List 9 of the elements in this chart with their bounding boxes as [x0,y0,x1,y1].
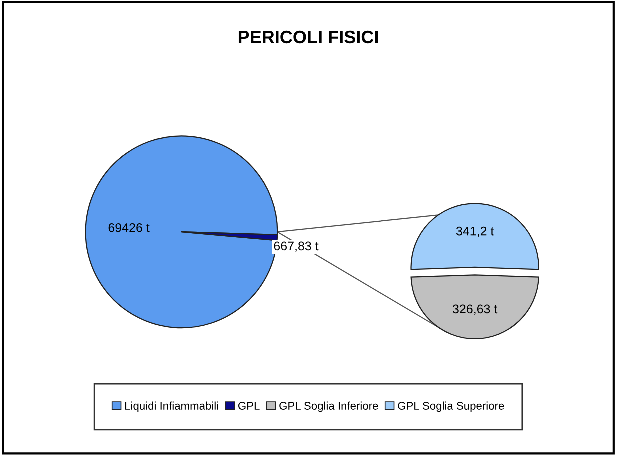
legend-label: GPL Soglia Inferiore [280,402,378,412]
data-label: 326,63 t [452,304,498,316]
legend-label: Liquidi Infiammabili [125,402,218,412]
data-label: 667,83 t [274,242,319,252]
legend-label: GPL Soglia Superiore [398,402,504,412]
chart-title: PERICOLI FISICI [238,30,378,44]
data-label: 69426 t [108,223,150,232]
data-label: 341,2 t [456,226,494,238]
legend-label: GPL [238,402,260,410]
